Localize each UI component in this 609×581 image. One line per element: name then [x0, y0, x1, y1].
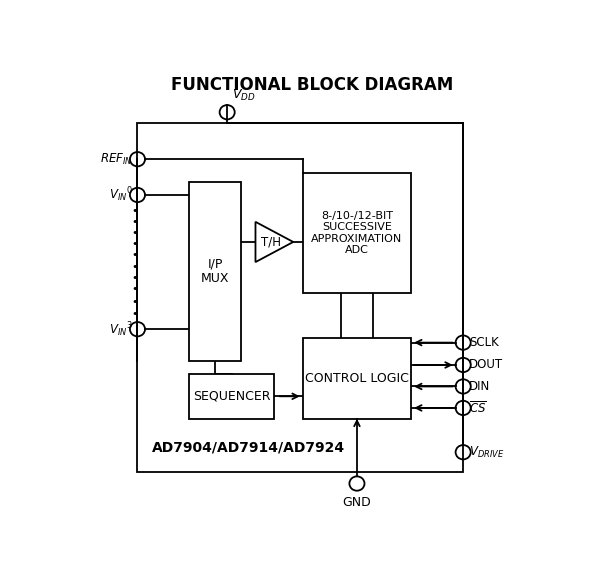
Text: DOUT: DOUT	[469, 358, 503, 371]
Text: •: •	[132, 272, 138, 283]
Text: •: •	[132, 250, 138, 260]
Text: •: •	[132, 206, 138, 216]
Text: $V_{DRIVE}$: $V_{DRIVE}$	[469, 444, 504, 460]
Text: GND: GND	[343, 496, 371, 509]
Bar	[303, 173, 411, 293]
Text: $V_{IN}{}^{0}$: $V_{IN}{}^{0}$	[109, 186, 133, 205]
Text: •: •	[132, 284, 138, 294]
Text: •: •	[132, 239, 138, 249]
Text: CONTROL LOGIC: CONTROL LOGIC	[305, 372, 409, 385]
Text: •: •	[132, 261, 138, 271]
Text: •: •	[132, 309, 138, 318]
Text: $REF_{IN}$: $REF_{IN}$	[100, 152, 133, 167]
Text: T/H: T/H	[261, 235, 281, 249]
Text: $\overline{CS}$: $\overline{CS}$	[469, 400, 487, 416]
Text: SEQUENCER: SEQUENCER	[193, 390, 270, 403]
Bar	[138, 123, 463, 472]
Text: FUNCTIONAL BLOCK DIAGRAM: FUNCTIONAL BLOCK DIAGRAM	[171, 76, 453, 94]
Text: I/P
MUX: I/P MUX	[201, 257, 230, 285]
Bar	[303, 338, 411, 419]
Text: 8-/10-/12-BIT
SUCCESSIVE
APPROXIMATION
ADC: 8-/10-/12-BIT SUCCESSIVE APPROXIMATION A…	[311, 210, 403, 256]
Text: $V_{DD}$: $V_{DD}$	[232, 88, 256, 103]
Text: $V_{IN}{}^{3}$: $V_{IN}{}^{3}$	[109, 320, 133, 339]
Polygon shape	[256, 222, 294, 262]
Bar	[189, 181, 241, 360]
Text: •: •	[132, 228, 138, 238]
Text: •: •	[132, 297, 138, 307]
Text: •: •	[132, 217, 138, 227]
Text: SCLK: SCLK	[469, 336, 499, 349]
Text: DIN: DIN	[469, 380, 490, 393]
Bar	[189, 374, 274, 419]
Text: AD7904/AD7914/AD7924: AD7904/AD7914/AD7924	[152, 441, 345, 455]
